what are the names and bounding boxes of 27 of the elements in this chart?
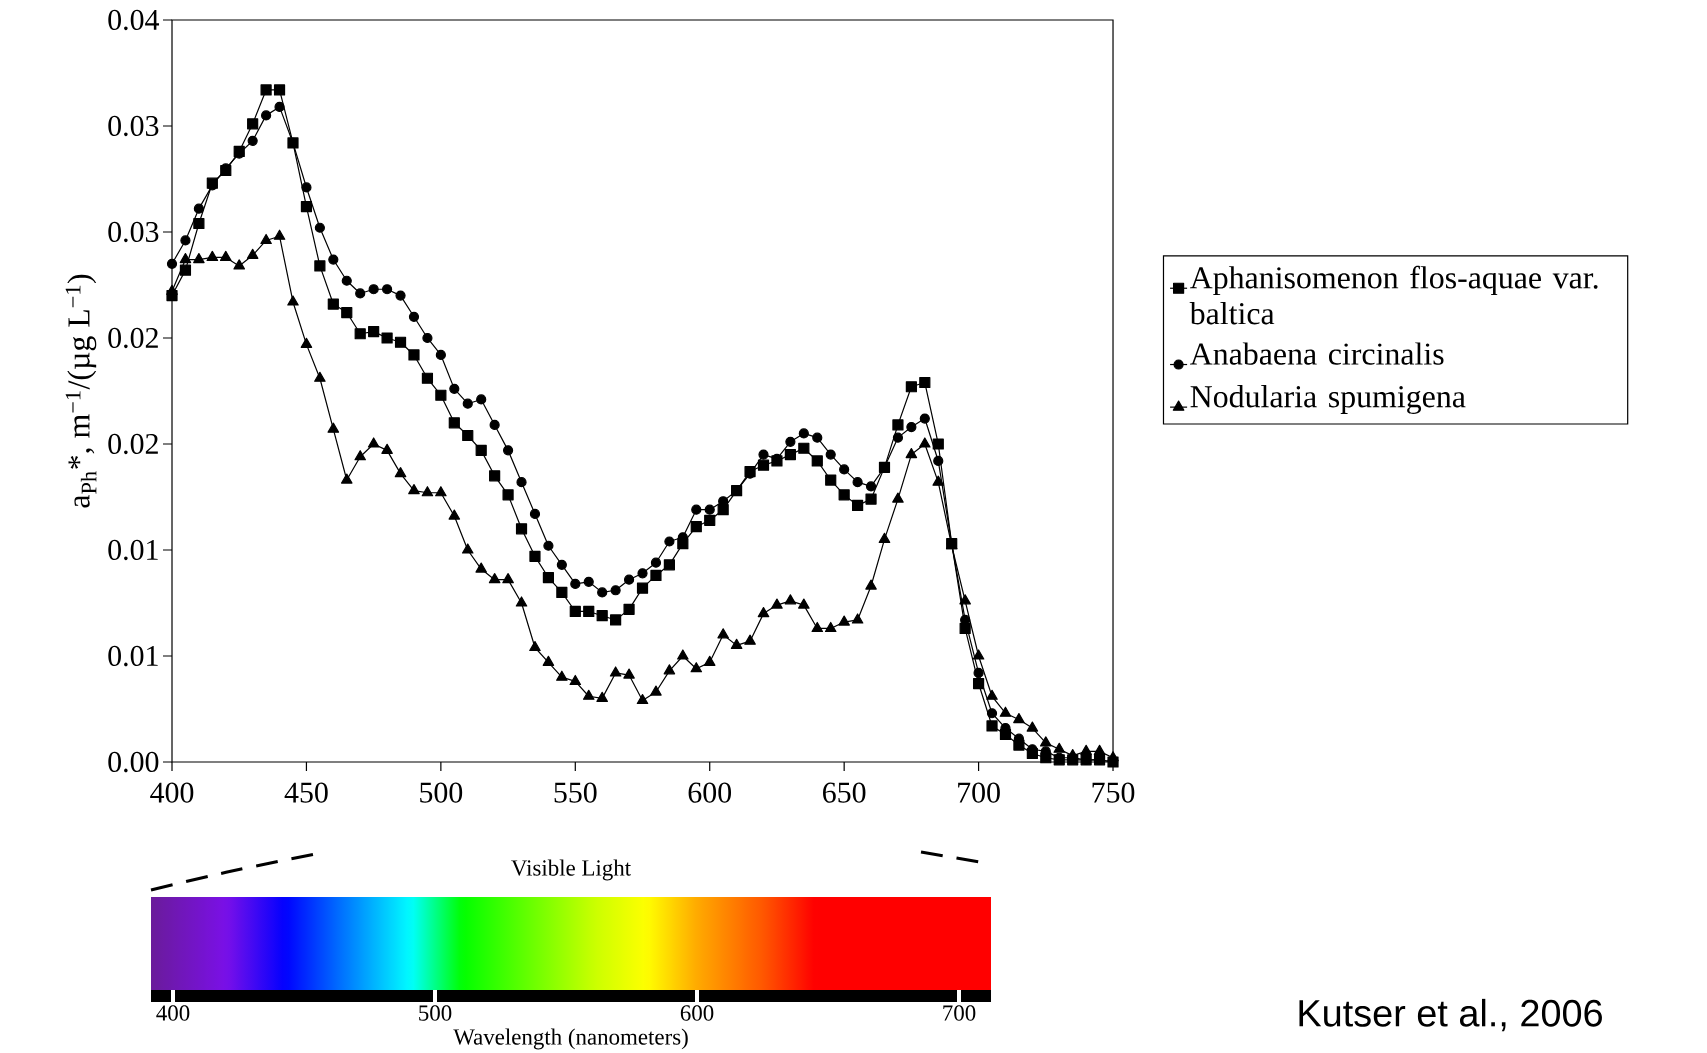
y-tick-label: 0.02 — [108, 327, 158, 349]
y-tick-label: 0.02 — [108, 433, 158, 455]
text: 500 — [419, 1005, 452, 1021]
text: Wavelength (nanometers) — [453, 1028, 688, 1050]
y-tick-label: 0.03 — [108, 115, 159, 137]
y-tick-label: 0.03 — [108, 221, 159, 243]
x-tick-label: 500 — [420, 782, 463, 803]
text: Kutser et al., 2006 — [1299, 998, 1602, 1032]
legend-label: Aphanisomenon flos-aquae var. baltica — [1189, 265, 1598, 325]
x-tick-label: 600 — [688, 782, 732, 803]
x-tick-label: 550 — [554, 782, 597, 803]
x-tick-label: 700 — [958, 782, 1000, 803]
text: 700 — [943, 1005, 976, 1021]
text: Visible Light — [511, 859, 631, 881]
y-tick-label: 0.00 — [108, 751, 159, 773]
legend-label: Anabaena circinalis — [1190, 342, 1444, 365]
y-tick-label: 0.04 — [108, 9, 160, 31]
x-tick-label: 400 — [150, 782, 194, 803]
text: 600 — [680, 1005, 714, 1021]
x-tick-label: 650 — [823, 782, 866, 803]
y-tick-label: 0.01 — [108, 645, 158, 667]
legend-label: Nodularia spumigena — [1190, 385, 1466, 415]
x-tick-label: 750 — [1092, 782, 1135, 803]
x-tick-label: 450 — [284, 782, 328, 803]
y-tick-label: 0.01 — [108, 539, 158, 561]
y-axis-title: a$_{Ph}$*, m$^{−1}$/(µg L$^{−1}$) — [65, 274, 97, 508]
text: 400 — [156, 1005, 190, 1021]
